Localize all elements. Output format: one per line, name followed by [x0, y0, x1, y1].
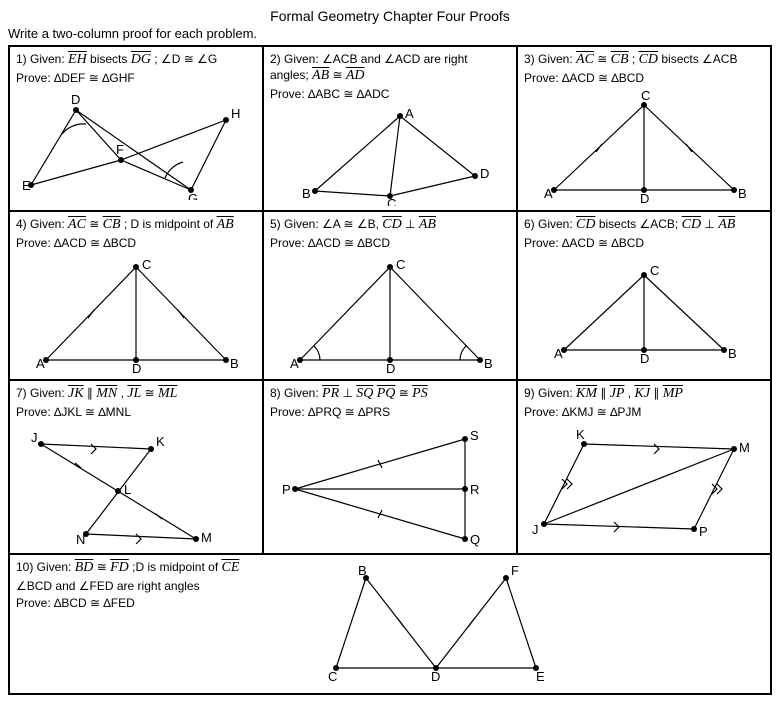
svg-text:P: P	[699, 524, 708, 539]
p10-given1: 10) Given: BD ≅ FD ;D is midpoint of CE	[16, 559, 256, 578]
p5-prove: Prove: ∆ACD ≅ ∆BCD	[270, 235, 510, 251]
svg-text:E: E	[536, 669, 545, 683]
svg-text:B: B	[728, 346, 737, 361]
problem-9: 9) Given: KM ∥ JP , KJ ∥ MP Prove: ∆KMJ …	[517, 380, 771, 554]
svg-text:B: B	[302, 186, 311, 201]
p9-figure: K M J P	[524, 424, 759, 544]
p10-prove: Prove: ∆BCD ≅ ∆FED	[16, 595, 256, 611]
p10-given2: ∠BCD and ∠FED are right angles	[16, 578, 256, 594]
p6-prove: Prove: ∆ACD ≅ ∆BCD	[524, 235, 764, 251]
svg-text:G: G	[188, 191, 198, 200]
svg-text:A: A	[405, 106, 414, 121]
p8-prove: Prove: ∆PRQ ≅ ∆PRS	[270, 404, 510, 420]
svg-text:J: J	[31, 430, 38, 445]
p7-prove: Prove: ∆JKL ≅ ∆MNL	[16, 404, 256, 420]
p4-prove: Prove: ∆ACD ≅ ∆BCD	[16, 235, 256, 251]
p1-prove: Prove: ∆DEF ≅ ∆GHF	[16, 70, 256, 86]
svg-text:C: C	[387, 196, 396, 206]
p6-given: 6) Given: CD bisects ∠ACB; CD ⊥ AB	[524, 216, 764, 235]
svg-text:Q: Q	[470, 532, 480, 547]
p5-figure: A C B D	[270, 255, 505, 375]
svg-text:C: C	[641, 90, 650, 103]
svg-text:B: B	[358, 563, 367, 578]
svg-text:D: D	[132, 361, 141, 375]
p1-figure: E D F H G	[16, 90, 251, 200]
svg-text:D: D	[386, 361, 395, 375]
svg-text:C: C	[650, 263, 659, 278]
svg-text:A: A	[544, 186, 553, 201]
svg-text:K: K	[156, 434, 165, 449]
svg-text:P: P	[282, 482, 291, 497]
p4-given: 4) Given: AC ≅ CB ; D is midpoint of AB	[16, 216, 256, 235]
svg-text:F: F	[511, 563, 519, 578]
problem-2: 2) Given: ∠ACB and ∠ACD are right angles…	[263, 46, 517, 211]
p2-figure: B A D C	[270, 106, 505, 206]
problem-5: 5) Given: ∠A ≅ ∠B, CD ⊥ AB Prove: ∆ACD ≅…	[263, 211, 517, 380]
svg-text:A: A	[36, 356, 45, 371]
svg-text:A: A	[554, 346, 563, 361]
svg-text:N: N	[76, 532, 85, 547]
p6-figure: A C B D	[524, 255, 759, 365]
problem-7: 7) Given: JK ∥ MN , JL ≅ ML Prove: ∆JKL …	[9, 380, 263, 554]
p2-given1: 2) Given: ∠ACB and ∠ACD are right	[270, 51, 510, 67]
p2-prove: Prove: ∆ABC ≅ ∆ADC	[270, 86, 510, 102]
svg-text:C: C	[142, 257, 151, 272]
p8-given: 8) Given: PR ⊥ SQ PQ ≅ PS	[270, 385, 510, 404]
p10-figure: C B D F E	[296, 563, 576, 683]
svg-text:S: S	[470, 428, 479, 443]
svg-text:L: L	[124, 482, 131, 497]
p7-given: 7) Given: JK ∥ MN , JL ≅ ML	[16, 385, 256, 404]
p8-figure: P S R Q	[270, 424, 505, 549]
problem-4: 4) Given: AC ≅ CB ; D is midpoint of AB …	[9, 211, 263, 380]
svg-text:H: H	[231, 106, 240, 121]
svg-text:D: D	[480, 166, 489, 181]
svg-text:E: E	[22, 178, 31, 193]
page-subtitle: Write a two-column proof for each proble…	[8, 26, 772, 41]
svg-text:B: B	[738, 186, 747, 201]
p3-figure: A C B D	[524, 90, 759, 205]
svg-text:K: K	[576, 427, 585, 442]
p2-given2: angles; AB ≅ AD	[270, 67, 510, 86]
svg-text:F: F	[116, 142, 124, 157]
p1-given: 1) Given: EH bisects DG ; ∠D ≅ ∠G	[16, 51, 256, 70]
p4-figure: A C B D	[16, 255, 251, 375]
svg-text:C: C	[396, 257, 405, 272]
svg-text:B: B	[230, 356, 239, 371]
svg-text:D: D	[640, 191, 649, 205]
problem-10: 10) Given: BD ≅ FD ;D is midpoint of CE …	[9, 554, 771, 694]
p9-prove: Prove: ∆KMJ ≅ ∆PJM	[524, 404, 764, 420]
svg-text:A: A	[290, 356, 299, 371]
svg-text:J: J	[532, 522, 539, 537]
svg-text:D: D	[431, 669, 440, 683]
p5-given: 5) Given: ∠A ≅ ∠B, CD ⊥ AB	[270, 216, 510, 235]
p3-prove: Prove: ∆ACD ≅ ∆BCD	[524, 70, 764, 86]
problem-6: 6) Given: CD bisects ∠ACB; CD ⊥ AB Prove…	[517, 211, 771, 380]
p7-figure: J K L N M	[16, 424, 251, 549]
svg-text:C: C	[328, 669, 337, 683]
svg-text:M: M	[201, 530, 212, 545]
svg-text:M: M	[739, 440, 750, 455]
svg-text:D: D	[71, 92, 80, 107]
svg-text:B: B	[484, 356, 493, 371]
svg-text:R: R	[470, 482, 479, 497]
p9-given: 9) Given: KM ∥ JP , KJ ∥ MP	[524, 385, 764, 404]
p3-given: 3) Given: AC ≅ CB ; CD bisects ∠ACB	[524, 51, 764, 70]
problem-1: 1) Given: EH bisects DG ; ∠D ≅ ∠G Prove:…	[9, 46, 263, 211]
problems-grid: 1) Given: EH bisects DG ; ∠D ≅ ∠G Prove:…	[8, 45, 772, 695]
page-title: Formal Geometry Chapter Four Proofs	[8, 8, 772, 24]
svg-text:D: D	[640, 351, 649, 365]
problem-3: 3) Given: AC ≅ CB ; CD bisects ∠ACB Prov…	[517, 46, 771, 211]
problem-8: 8) Given: PR ⊥ SQ PQ ≅ PS Prove: ∆PRQ ≅ …	[263, 380, 517, 554]
